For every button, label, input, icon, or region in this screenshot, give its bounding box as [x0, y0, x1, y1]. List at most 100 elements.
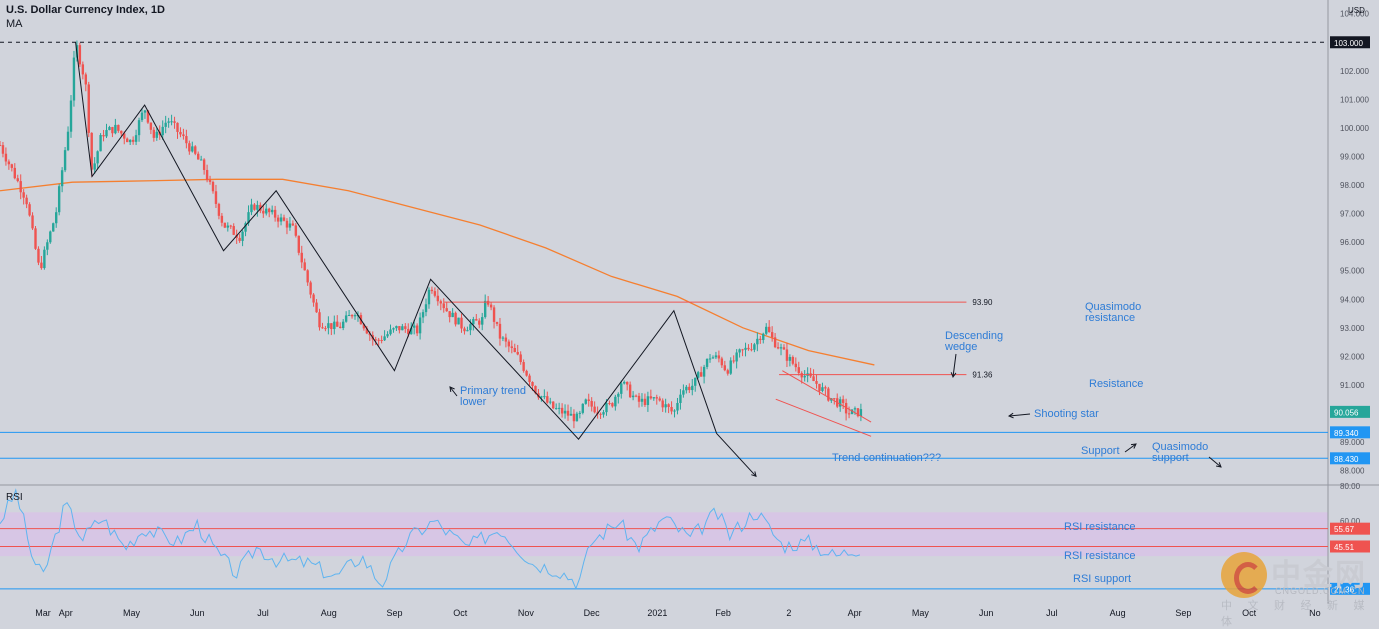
candle	[0, 141, 2, 147]
candle-body	[853, 408, 857, 410]
candle	[7, 159, 11, 170]
candle	[759, 335, 762, 344]
annotation-quasimodo-resistance: resistance	[1085, 312, 1135, 324]
candle	[744, 342, 747, 357]
candle	[238, 234, 241, 243]
candle-body	[362, 324, 366, 329]
candle-body	[134, 135, 138, 142]
candle-body	[844, 402, 848, 414]
candle-body	[31, 215, 34, 229]
candle-body	[590, 400, 593, 407]
candle-body	[522, 362, 525, 371]
candle-body	[495, 321, 499, 324]
candle-body	[137, 120, 141, 136]
rsi-55-badge	[1330, 522, 1370, 535]
candle	[566, 404, 570, 421]
x-tick-label: May	[123, 608, 141, 618]
candle-body	[120, 130, 123, 134]
candle	[128, 139, 132, 146]
candle	[779, 343, 783, 356]
candle	[250, 198, 253, 216]
candle-body	[276, 217, 280, 222]
candle-body	[646, 396, 650, 406]
candle-body	[208, 180, 212, 182]
candle	[365, 326, 369, 335]
candle-body	[318, 312, 321, 328]
candle	[658, 396, 661, 402]
candle-body	[330, 323, 333, 330]
candle-body	[102, 135, 105, 137]
x-tick-label: 2021	[647, 608, 667, 618]
candle	[646, 391, 650, 412]
candle-body	[824, 387, 827, 389]
candle	[374, 336, 377, 346]
candle	[439, 299, 443, 311]
candle	[554, 403, 558, 410]
candle-body	[640, 398, 644, 402]
candle	[442, 298, 445, 313]
candle	[108, 125, 111, 131]
candle-body	[273, 209, 277, 218]
candle-body	[847, 413, 851, 415]
candle-body	[469, 324, 472, 331]
candle	[66, 126, 70, 152]
candle-body	[753, 344, 756, 350]
candle-body	[265, 208, 268, 214]
candle-body	[4, 153, 8, 162]
candle	[625, 381, 629, 391]
candle	[691, 379, 694, 396]
candle	[593, 401, 596, 414]
current-price-badge-text: 90.056	[1334, 408, 1359, 417]
candle	[549, 397, 552, 405]
candle-body	[339, 326, 342, 328]
candle-body	[365, 328, 369, 334]
candle-body	[649, 396, 653, 399]
candle	[49, 230, 52, 244]
candle	[794, 357, 798, 372]
candle-body	[377, 339, 380, 341]
candle	[300, 245, 303, 269]
candle-body	[625, 381, 629, 385]
candle-body	[108, 127, 111, 131]
candle	[194, 145, 197, 156]
candle-body	[407, 328, 410, 335]
candle-body	[759, 338, 762, 341]
candle-body	[812, 376, 815, 382]
watermark-sub: 中 文 财 经 新 媒 体	[1221, 599, 1371, 628]
candle-body	[475, 319, 478, 321]
candle	[297, 235, 300, 256]
candle-body	[176, 122, 179, 132]
rsi-y-tick-label: 60.00	[1340, 517, 1361, 526]
candle	[705, 358, 709, 370]
candle-body	[554, 408, 558, 410]
candle	[498, 317, 502, 346]
candle-body	[418, 317, 422, 334]
candle	[770, 326, 774, 342]
candle-body	[750, 349, 753, 351]
annotation-primary-trend: Primary trend	[460, 385, 526, 397]
arrow-trend-continuation-head	[751, 471, 757, 478]
candle	[10, 163, 14, 172]
candle	[102, 129, 105, 142]
candle	[389, 324, 392, 336]
candle	[726, 368, 729, 376]
candle-body	[412, 325, 416, 328]
candle	[131, 136, 135, 145]
candle-body	[767, 326, 771, 333]
rsi-y-tick-label: 80.00	[1340, 482, 1361, 491]
candle	[185, 129, 188, 149]
candle	[415, 323, 419, 337]
candle	[126, 137, 129, 143]
candle-body	[747, 347, 750, 350]
candle-body	[46, 242, 49, 250]
candle-body	[368, 333, 372, 336]
candle-body	[791, 357, 795, 364]
candle	[578, 410, 582, 419]
candle	[714, 351, 718, 360]
candle-body	[253, 204, 256, 210]
resistance-line-label: 91.36	[972, 371, 993, 380]
candle	[137, 117, 141, 142]
candle	[841, 395, 845, 409]
rsi-55-badge-text: 55.67	[1334, 525, 1355, 534]
